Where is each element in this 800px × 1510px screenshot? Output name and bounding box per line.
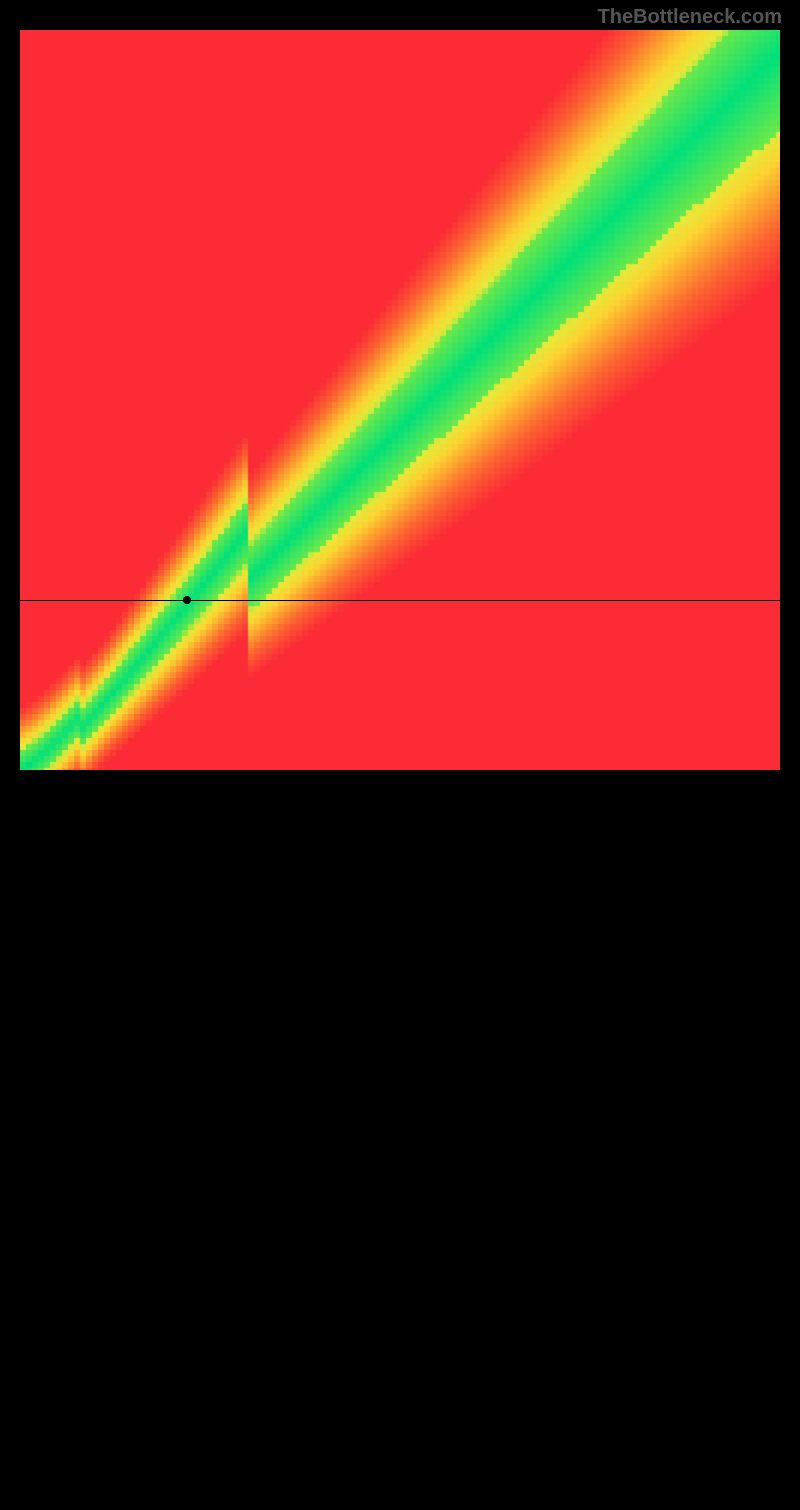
crosshair-horizontal [20, 600, 780, 601]
heatmap-canvas [20, 30, 780, 770]
watermark-text: TheBottleneck.com [598, 6, 782, 29]
bottleneck-heatmap [20, 30, 780, 770]
crosshair-marker [183, 596, 191, 604]
crosshair-vertical [187, 770, 188, 1510]
